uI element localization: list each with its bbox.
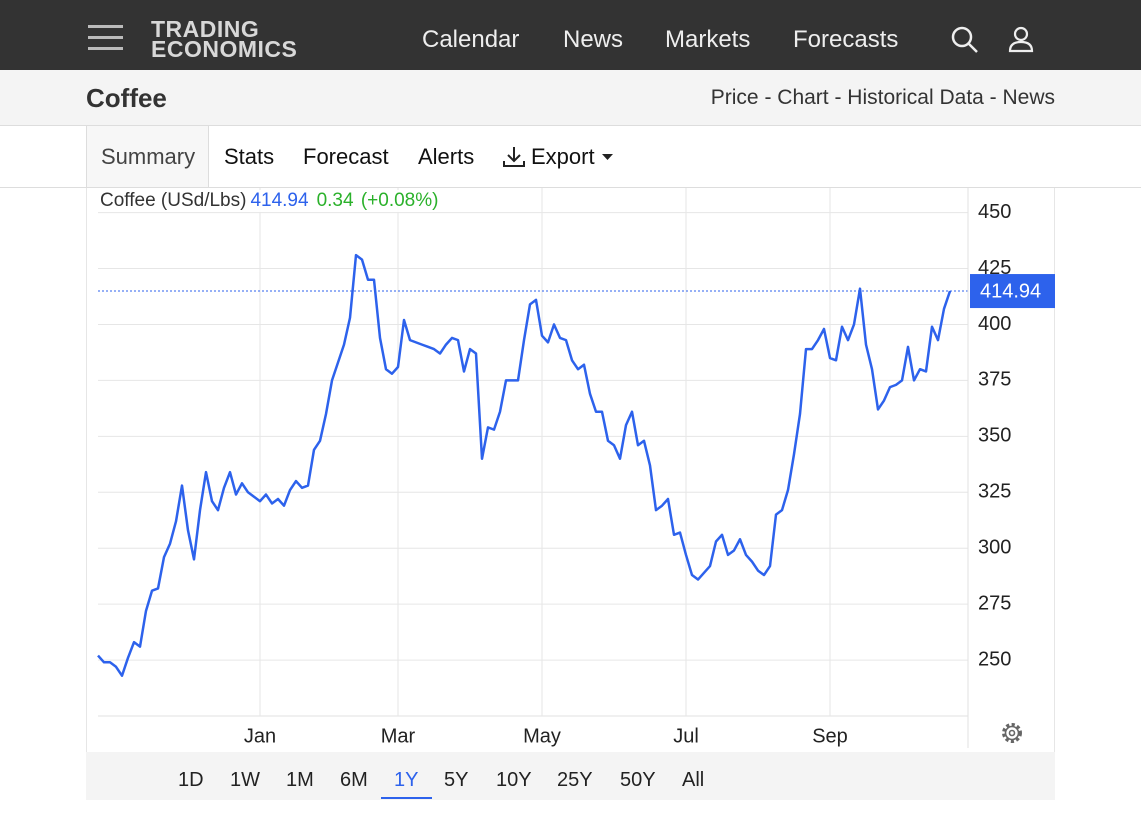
range-bar: 1D 1W 1M 6M 1Y 5Y 10Y 25Y 50Y All: [86, 752, 1055, 800]
tab[interactable]: Stats: [224, 144, 275, 169]
page-title: Coffee: [86, 83, 167, 113]
nav-link[interactable]: Calendar: [422, 26, 520, 53]
logo-line[interactable]: ECONOMICS: [151, 36, 298, 62]
download-icon[interactable]: [502, 145, 526, 169]
range-button[interactable]: 1Y: [394, 769, 419, 791]
tab[interactable]: Export: [531, 144, 595, 169]
tab[interactable]: Forecast: [303, 144, 389, 169]
nav-link[interactable]: Forecasts: [793, 26, 899, 53]
tab[interactable]: Alerts: [418, 144, 475, 169]
nav-link[interactable]: News: [563, 26, 624, 53]
range-button[interactable]: All: [682, 769, 705, 791]
range-button[interactable]: 25Y: [557, 769, 593, 791]
range-button[interactable]: 1W: [230, 769, 260, 791]
search-icon[interactable]: [951, 26, 979, 54]
range-button[interactable]: 5Y: [444, 769, 469, 791]
range-button[interactable]: 6M: [340, 769, 368, 791]
range-underline: [381, 797, 432, 799]
section-links[interactable]: Price - Chart - Historical Data - News: [710, 86, 1055, 109]
legend-price: 414.94: [250, 190, 309, 211]
legend-change-percent: (+0.08%): [360, 190, 439, 211]
range-button[interactable]: 1M: [286, 769, 314, 791]
range-button[interactable]: 50Y: [620, 769, 656, 791]
user-icon[interactable]: [1007, 25, 1035, 53]
tab-label[interactable]: Summary: [101, 144, 196, 169]
top-bar: TRADING ECONOMICS Calendar News Markets …: [0, 0, 1141, 70]
legend-change: 0.34: [316, 190, 354, 211]
nav-link[interactable]: Markets: [665, 26, 751, 53]
caret-icon[interactable]: [601, 153, 615, 163]
tab-active[interactable]: Summary: [86, 126, 209, 187]
range-button[interactable]: 10Y: [496, 769, 532, 791]
range-button[interactable]: 1D: [178, 769, 204, 791]
legend: Coffee (USd/Lbs) 414.94 0.34 (+0.08%): [100, 190, 439, 212]
chart-box: [86, 188, 1055, 799]
tab-row: Summary Stats Forecast Alerts Export: [0, 126, 1141, 188]
menu-icon[interactable]: [88, 24, 124, 52]
legend-name: Coffee (USd/Lbs): [100, 190, 247, 211]
sub-bar: Coffee Price - Chart - Historical Data -…: [0, 70, 1141, 126]
logo-line[interactable]: TRADING: [151, 16, 260, 42]
